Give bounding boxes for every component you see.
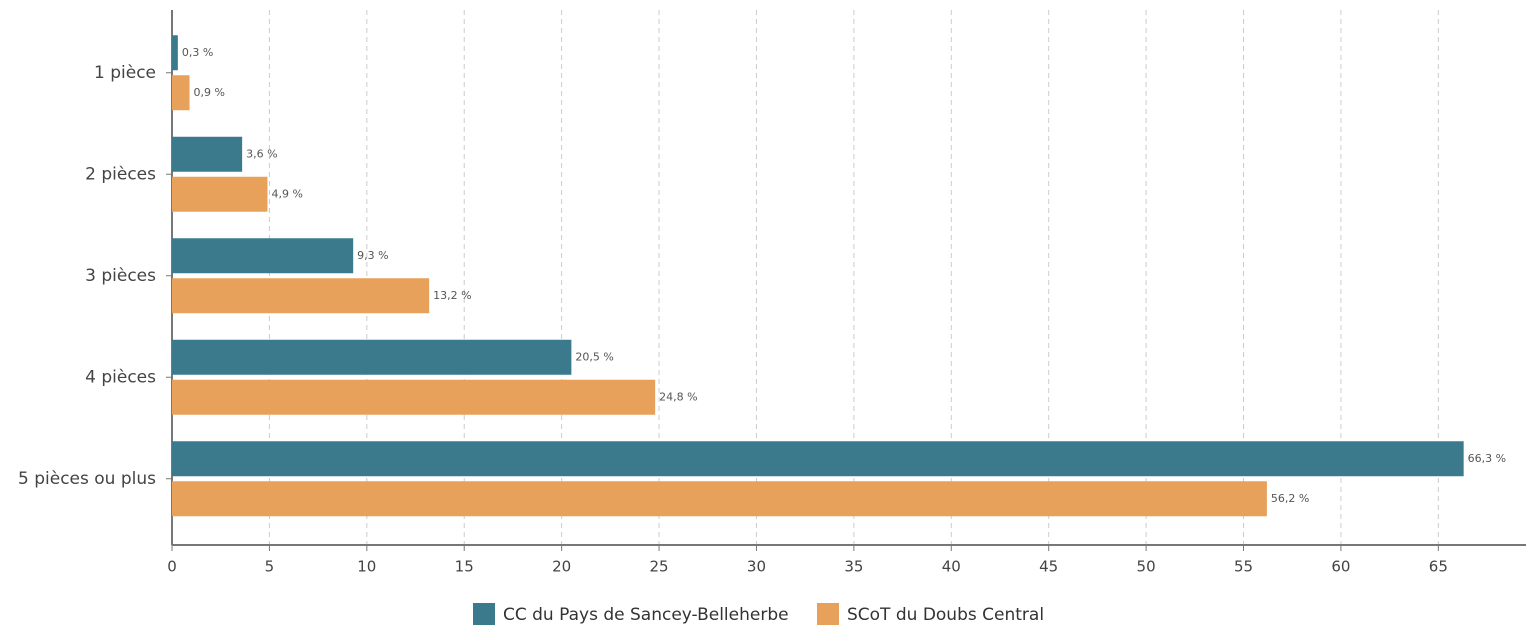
legend-swatch [817, 603, 839, 625]
value-label: 24,8 % [659, 390, 697, 403]
x-tick-label: 5 [265, 558, 275, 576]
bar [172, 481, 1267, 517]
value-label: 4,9 % [271, 187, 302, 200]
y-tick-label: 2 pièces [85, 164, 156, 184]
value-label: 66,3 % [1468, 452, 1506, 465]
x-tick-label: 15 [455, 558, 474, 576]
bar [172, 441, 1464, 477]
legend-label: CC du Pays de Sancey-Belleherbe [503, 605, 789, 625]
bar [172, 339, 572, 375]
y-tick-label: 4 pièces [85, 367, 156, 387]
y-tick-label: 1 pièce [94, 63, 156, 83]
legend-label: SCoT du Doubs Central [847, 605, 1044, 625]
bar [172, 35, 178, 71]
bar [172, 278, 430, 314]
x-tick-label: 60 [1331, 558, 1350, 576]
bar [172, 176, 268, 212]
legend-swatch [473, 603, 495, 625]
x-tick-label: 55 [1234, 558, 1253, 576]
bar [172, 136, 243, 172]
x-tick-label: 20 [552, 558, 571, 576]
value-label: 20,5 % [575, 350, 613, 363]
bar [172, 379, 656, 415]
x-tick-label: 65 [1429, 558, 1448, 576]
x-tick-label: 40 [942, 558, 961, 576]
value-label: 9,3 % [357, 249, 388, 262]
bar [172, 238, 354, 274]
x-tick-label: 35 [844, 558, 863, 576]
y-tick-label: 5 pièces ou plus [18, 469, 156, 489]
x-tick-label: 30 [747, 558, 766, 576]
bar [172, 75, 190, 111]
value-label: 56,2 % [1271, 492, 1309, 505]
y-tick-label: 3 pièces [85, 266, 156, 286]
x-tick-label: 50 [1137, 558, 1156, 576]
value-label: 0,3 % [182, 46, 213, 59]
value-label: 0,9 % [194, 86, 225, 99]
x-tick-label: 45 [1039, 558, 1058, 576]
x-tick-label: 0 [167, 558, 177, 576]
x-tick-label: 10 [357, 558, 376, 576]
value-label: 13,2 % [433, 289, 471, 302]
value-label: 3,6 % [246, 147, 277, 160]
x-tick-label: 25 [650, 558, 669, 576]
